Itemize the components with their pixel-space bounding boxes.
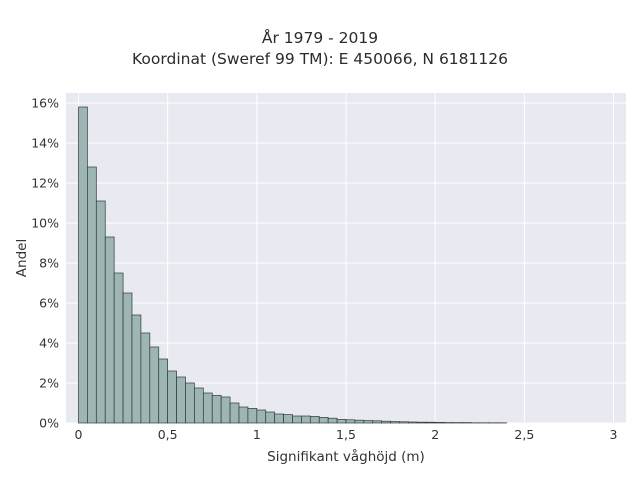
histogram-bar bbox=[229, 402, 240, 424]
y-tick-label: 14% bbox=[31, 136, 59, 151]
histogram-bar bbox=[149, 346, 160, 424]
histogram-bar bbox=[416, 421, 427, 424]
y-axis-label: Andel bbox=[14, 239, 30, 277]
histogram-bar bbox=[176, 376, 186, 424]
histogram-bars bbox=[78, 106, 507, 424]
histogram-bar bbox=[220, 396, 231, 424]
histogram-bar bbox=[408, 421, 418, 424]
histogram-bar bbox=[363, 420, 374, 424]
histogram-bar bbox=[95, 200, 106, 424]
y-tick-label: 2% bbox=[39, 376, 59, 391]
x-tick-label: 2 bbox=[431, 427, 439, 442]
y-tick-label: 4% bbox=[39, 336, 59, 351]
x-tick-label: 3 bbox=[610, 427, 618, 442]
histogram-bar bbox=[265, 411, 276, 424]
histogram-bar bbox=[399, 421, 409, 424]
histogram-bar bbox=[140, 332, 151, 424]
histogram-bar bbox=[167, 370, 177, 424]
x-tick-label: 0 bbox=[75, 427, 83, 442]
histogram-bar bbox=[390, 421, 400, 424]
histogram-bar bbox=[309, 416, 320, 424]
y-tick-label: 8% bbox=[39, 256, 59, 271]
y-tick-label: 0% bbox=[39, 416, 59, 431]
histogram-bar bbox=[87, 166, 97, 424]
y-tick-label: 10% bbox=[31, 216, 59, 231]
chart-title-line: År 1979 - 2019 bbox=[261, 29, 379, 47]
grid-lines bbox=[66, 93, 626, 424]
histogram-bar bbox=[372, 420, 383, 424]
histogram-bar bbox=[292, 415, 302, 424]
y-tick-label: 6% bbox=[39, 296, 59, 311]
histogram-bar bbox=[211, 395, 222, 424]
histogram-bar bbox=[104, 236, 115, 424]
histogram-bar bbox=[185, 382, 195, 424]
histogram-bar bbox=[283, 414, 293, 424]
histogram-bar bbox=[274, 413, 284, 424]
histogram-bar bbox=[256, 409, 267, 424]
histogram-bar bbox=[327, 417, 338, 424]
x-axis-label: Signifikant våghöjd (m) bbox=[267, 448, 425, 465]
histogram-bar bbox=[425, 421, 436, 424]
chart-title: År 1979 - 2019 Koordinat (Sweref 99 TM):… bbox=[0, 28, 640, 70]
histogram-bar bbox=[345, 419, 356, 424]
histogram-bar bbox=[131, 314, 142, 424]
histogram-bar bbox=[247, 408, 258, 424]
histogram-bar bbox=[122, 292, 133, 424]
chart-subtitle-line: Koordinat (Sweref 99 TM): E 450066, N 61… bbox=[132, 50, 508, 68]
histogram-bar bbox=[354, 419, 365, 424]
histogram-bar bbox=[381, 420, 391, 424]
histogram-bar bbox=[318, 417, 329, 424]
histogram-bar bbox=[434, 422, 445, 424]
histogram-bar bbox=[202, 392, 213, 424]
x-tick-label: 2,5 bbox=[514, 427, 534, 442]
histogram-bar bbox=[78, 106, 88, 424]
histogram-bar bbox=[336, 419, 347, 424]
histogram-bar bbox=[194, 387, 204, 424]
y-tick-label: 16% bbox=[31, 96, 59, 111]
y-tick-label: 12% bbox=[31, 176, 59, 191]
histogram-bar bbox=[113, 272, 124, 424]
x-tick-label: 1,5 bbox=[336, 427, 356, 442]
tick-labels: 0% 2% 4% 6% 8% 10% 12% 14% 16% 0 0,5 1 1,5 2 2,5 3 bbox=[31, 96, 617, 443]
histogram-bar bbox=[238, 406, 249, 424]
histogram-bar bbox=[158, 358, 169, 424]
x-tick-label: 1 bbox=[253, 427, 261, 442]
histogram-bar bbox=[301, 415, 311, 424]
x-tick-label: 0,5 bbox=[158, 427, 178, 442]
